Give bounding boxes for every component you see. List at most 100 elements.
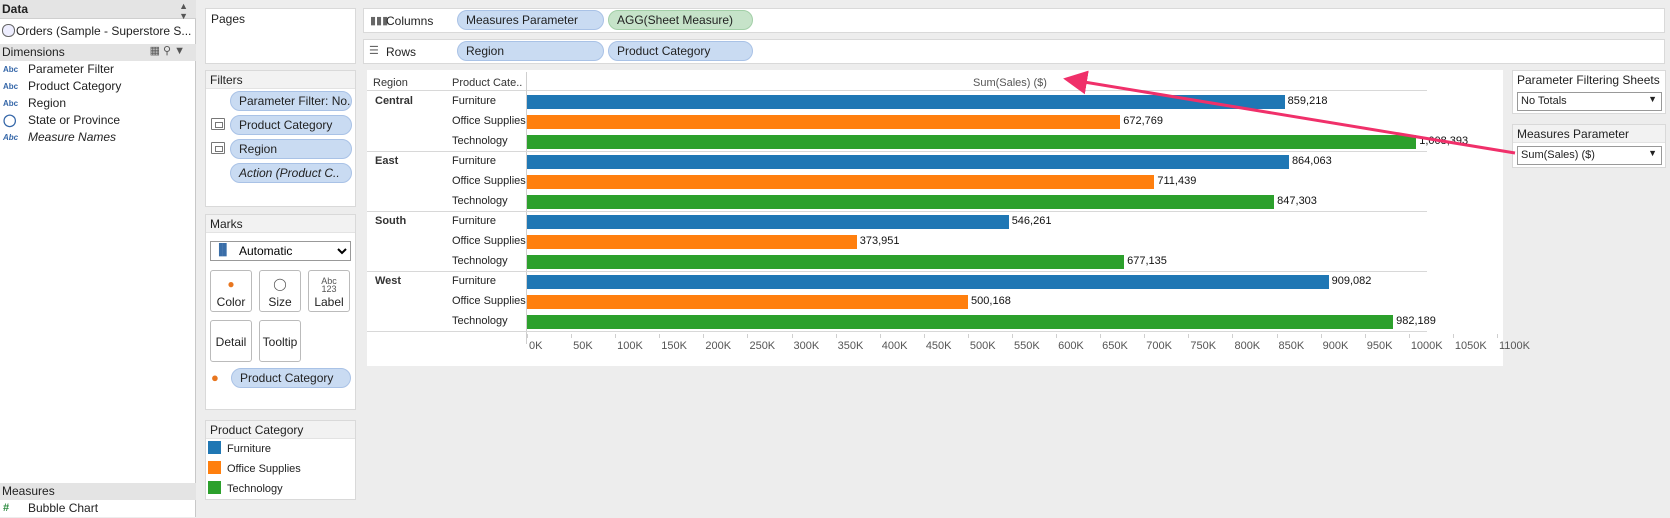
tick-mark: [879, 334, 881, 338]
field-region[interactable]: Abc Region: [0, 96, 196, 113]
tick-label: 0K: [529, 340, 543, 352]
label-button-label: Label: [314, 295, 344, 309]
detail-button[interactable]: Detail: [210, 320, 252, 362]
tick-mark: [615, 334, 617, 338]
data-label: 500,168: [971, 295, 1011, 307]
tick-mark: [659, 334, 661, 338]
columns-shelf[interactable]: ▮▮▮ Columns Measures Parameter AGG(Sheet…: [363, 8, 1665, 33]
legend-item-technology[interactable]: Technology: [208, 481, 283, 499]
measures-parameter-dropdown[interactable]: Sum(Sales) ($) ▼: [1517, 146, 1662, 165]
dropdown-icon[interactable]: ▼: [174, 45, 188, 57]
tick-mark: [527, 334, 528, 338]
color-button[interactable]: ● Color: [210, 270, 252, 312]
field-product-category[interactable]: Abc Product Category: [0, 79, 196, 96]
legend-label: Technology: [227, 483, 283, 495]
category-label: Technology: [452, 255, 508, 267]
data-label: 864,063: [1291, 155, 1332, 167]
rows-label: Rows: [386, 45, 417, 59]
tick-label: 1050K: [1454, 340, 1487, 352]
row-header-region: Region: [373, 77, 408, 89]
group-divider: [367, 331, 1427, 332]
quick-filter-icon: [211, 142, 225, 154]
field-parameter-filter[interactable]: Abc Parameter Filter: [0, 62, 196, 79]
row-pill-product-category[interactable]: Product Category: [608, 41, 753, 61]
category-label: Furniture: [452, 95, 497, 107]
color-legend: Product Category: [205, 420, 356, 500]
collapse-arrows-icon[interactable]: ▲ ▼: [179, 1, 188, 21]
tick-label: 650K: [1102, 340, 1128, 352]
tooltip-button[interactable]: Tooltip: [259, 320, 301, 362]
category-label: Office Supplies: [452, 115, 526, 127]
legend-label: Furniture: [227, 443, 272, 455]
tick-mark: [747, 334, 749, 338]
data-label: 1,008,393: [1419, 135, 1469, 147]
filter-pill-action[interactable]: Action (Product C..: [230, 163, 352, 183]
datasource-item[interactable]: Orders (Sample - Superstore S...: [0, 22, 196, 42]
field-measure-names[interactable]: Abc Measure Names: [0, 130, 196, 147]
tick-mark: [1364, 334, 1366, 338]
filter-pill-region[interactable]: Region: [230, 139, 352, 159]
quick-filter-icon: [211, 118, 225, 130]
field-bubble-chart[interactable]: # Bubble Chart: [0, 501, 196, 518]
globe-icon: ◯: [3, 113, 17, 127]
data-pane-header: Data ▲ ▼: [0, 0, 196, 21]
tick-mark: [1276, 334, 1278, 338]
database-icon: [2, 24, 15, 37]
legend-item-office-supplies[interactable]: Office Supplies: [208, 461, 301, 479]
view-toggle-icon[interactable]: ▦: [149, 45, 164, 57]
dimensions-header: Dimensions ▦⚲▼: [0, 44, 196, 61]
filters-card[interactable]: Filters Parameter Filter: No.. Product C…: [205, 70, 356, 207]
field-label: State or Province: [28, 113, 121, 127]
column-pill-agg-sheet-measure[interactable]: AGG(Sheet Measure): [608, 10, 753, 30]
field-state-or-province[interactable]: ◯ State or Province: [0, 113, 196, 130]
dimensions-label: Dimensions: [2, 45, 65, 59]
data-label: 672,769: [1123, 115, 1164, 127]
tick-label: 450K: [925, 340, 952, 352]
label-button[interactable]: Abc 123 Label: [308, 270, 350, 312]
data-pane: Data ▲ ▼ Orders (Sample - Superstore S...…: [0, 0, 196, 517]
filters-label: Filters: [206, 71, 355, 89]
size-button[interactable]: ◯ Size: [259, 270, 301, 312]
legend-title: Product Category: [206, 421, 355, 439]
bar-technology: [527, 195, 1275, 209]
legend-swatch: [208, 461, 221, 474]
parameter-filtering-dropdown[interactable]: No Totals ▼: [1517, 92, 1662, 111]
label-icon: Abc 123: [321, 276, 337, 294]
chevron-down-icon: ▼: [1648, 94, 1657, 104]
tick-label: 600K: [1058, 340, 1084, 352]
axis-title: Sum(Sales) ($): [973, 77, 1047, 89]
tick-mark: [791, 334, 793, 338]
search-icon[interactable]: ⚲: [163, 45, 175, 57]
row-pill-region[interactable]: Region: [457, 41, 604, 61]
data-label: 373,951: [859, 235, 900, 247]
tick-label: 1100K: [1499, 340, 1530, 352]
tick-mark: [1012, 334, 1013, 338]
bar-chart: Central Furniture 859,218 Office Supplies 67…: [367, 70, 1530, 366]
tick-label: 200K: [705, 340, 732, 352]
bar-furniture: [527, 275, 1329, 289]
group-divider: [367, 271, 1427, 272]
legend-item-furniture[interactable]: Furniture: [208, 441, 271, 459]
legend-label: Office Supplies: [227, 463, 301, 475]
tick-mark: [1452, 334, 1454, 338]
tick-label: 350K: [837, 340, 864, 352]
filter-pill-product-category[interactable]: Product Category: [230, 115, 352, 135]
dimensions-list: Abc Parameter Filter Abc Product Category …: [0, 62, 196, 147]
bar-furniture: [527, 155, 1289, 169]
pages-card[interactable]: Pages: [205, 8, 356, 64]
tick-label: 950K: [1366, 340, 1393, 352]
data-pane-title: Data: [2, 2, 29, 16]
dimension-tools: ▦⚲▼: [150, 44, 188, 57]
column-pill-measures-parameter[interactable]: Measures Parameter: [457, 10, 604, 30]
field-label: Bubble Chart: [28, 501, 99, 515]
region-label: East: [375, 155, 399, 167]
mark-type-select[interactable]: Automatic: [210, 241, 351, 261]
measures-parameter-card: Measures Parameter Sum(Sales) ($) ▼: [1512, 124, 1666, 168]
rows-shelf[interactable]: ☰ Rows Region Product Category: [363, 39, 1665, 64]
filter-pill-parameter-filter[interactable]: Parameter Filter: No..: [230, 91, 352, 111]
tick-mark: [703, 334, 705, 338]
row-header-product-category: Product Cate..: [452, 77, 523, 89]
calculated-number-icon: #: [3, 502, 10, 514]
viz-area: Region Product Cate.. Sum(Sales) ($) Cen…: [367, 70, 1530, 366]
marks-pill-product-category[interactable]: Product Category: [231, 368, 351, 388]
